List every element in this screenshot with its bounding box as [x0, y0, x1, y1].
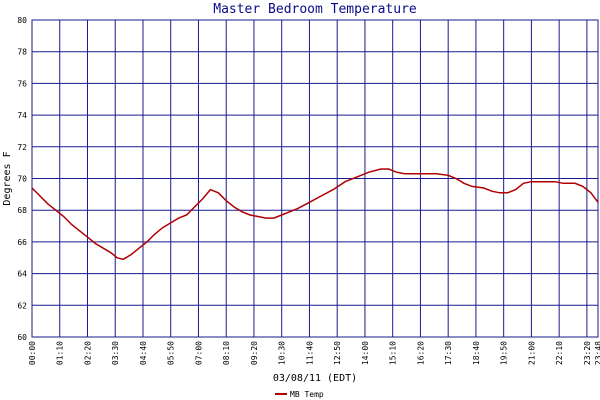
- y-tick-label: 78: [17, 48, 27, 57]
- y-tick-label: 80: [17, 16, 27, 25]
- x-tick-label: 02:20: [83, 341, 92, 365]
- x-tick-label: 01:10: [56, 341, 65, 365]
- series-layer: [31, 168, 599, 261]
- grid: [31, 19, 599, 338]
- x-tick-label: 05:50: [167, 341, 176, 365]
- x-tick-label: 08:10: [222, 341, 231, 365]
- x-tick-label: 22:10: [555, 341, 564, 365]
- y-tick-label: 62: [17, 301, 27, 310]
- chart-title: Master Bedroom Temperature: [213, 2, 417, 17]
- y-tick-label: 66: [17, 238, 27, 247]
- x-tick-label: 21:00: [527, 341, 536, 365]
- y-tick-label: 76: [17, 79, 27, 88]
- y-tick-label: 64: [17, 270, 27, 279]
- y-tick-label: 72: [17, 143, 27, 152]
- x-tick-label: 23:20: [583, 341, 592, 365]
- legend: MB Temp: [275, 390, 324, 399]
- y-tick-label: 70: [17, 175, 27, 184]
- y-tick-label: 60: [17, 333, 27, 342]
- x-tick-label: 18:40: [472, 341, 481, 365]
- y-tick-label: 68: [17, 206, 27, 215]
- legend-label: MB Temp: [290, 390, 324, 399]
- x-axis-ticks: 00:00 01:10 02:20 03:30 04:40 05:50 07:00 08:10…: [28, 341, 600, 365]
- x-axis-label: 03/08/11 (EDT): [273, 373, 357, 384]
- x-tick-label: 00:00: [28, 341, 37, 365]
- y-axis-label: Degrees F: [2, 151, 13, 205]
- x-tick-label: 23:48: [594, 341, 600, 365]
- x-tick-label: 09:20: [250, 341, 259, 365]
- x-tick-label: 07:00: [194, 341, 203, 365]
- y-tick-label: 74: [17, 111, 27, 120]
- x-tick-label: 03:30: [111, 341, 120, 365]
- x-tick-label: 15:10: [389, 341, 398, 365]
- x-tick-label: 16:20: [416, 341, 425, 365]
- y-axis-ticks: 60 62 64 66 68 70 72 74 76 78 80: [17, 16, 27, 342]
- x-tick-label: 11:40: [305, 341, 314, 365]
- x-tick-label: 04:40: [139, 341, 148, 365]
- x-tick-label: 14:00: [361, 341, 370, 365]
- series-line-mb-temp: [31, 168, 599, 261]
- x-tick-label: 19:50: [500, 341, 509, 365]
- x-tick-label: 17:30: [444, 341, 453, 365]
- x-tick-label: 12:50: [333, 341, 342, 365]
- x-tick-label: 10:30: [278, 341, 287, 365]
